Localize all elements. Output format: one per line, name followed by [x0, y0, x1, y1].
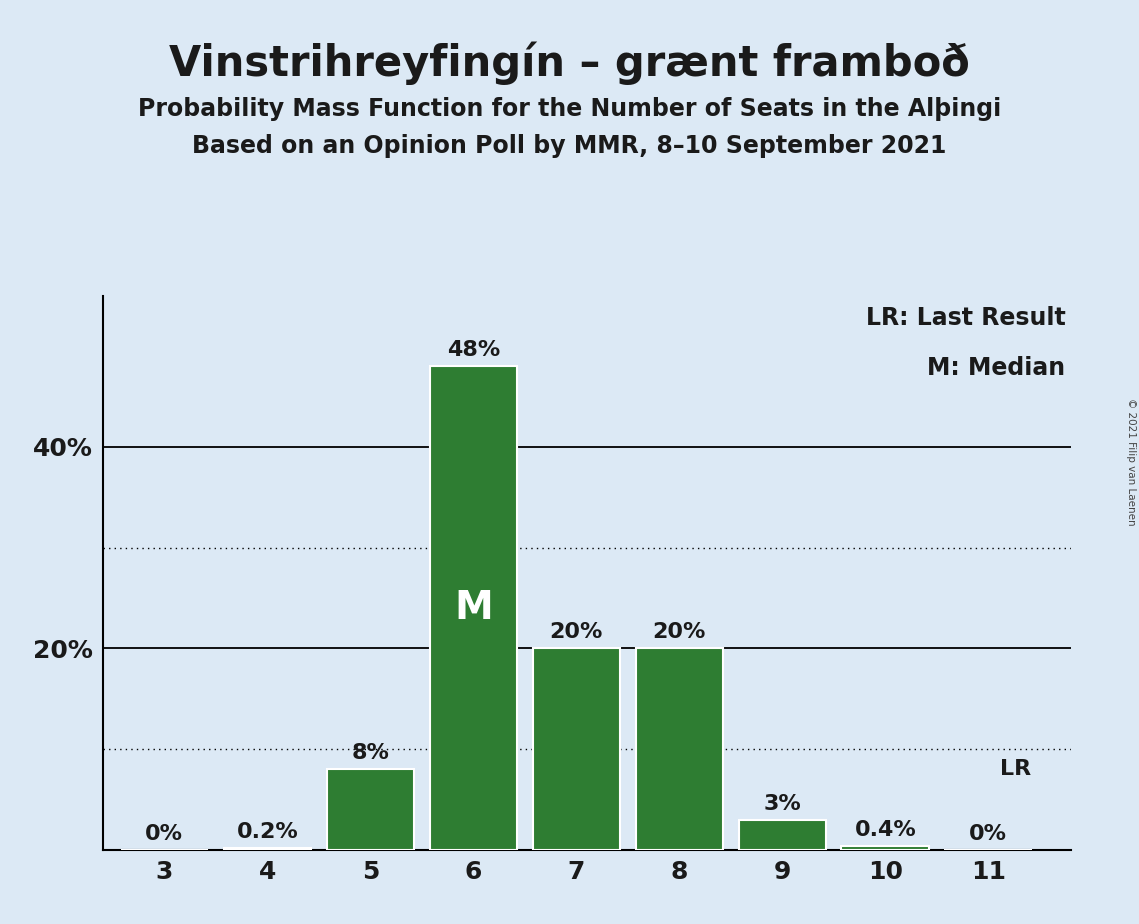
Text: © 2021 Filip van Laenen: © 2021 Filip van Laenen [1126, 398, 1136, 526]
Bar [429, 366, 517, 850]
Text: 20%: 20% [653, 623, 706, 642]
Bar [738, 820, 826, 850]
Bar [533, 649, 620, 850]
Text: 48%: 48% [446, 340, 500, 360]
Text: LR: LR [1000, 760, 1032, 780]
Text: 0%: 0% [146, 824, 183, 844]
Text: M: Median: M: Median [927, 356, 1065, 380]
Text: 20%: 20% [550, 623, 603, 642]
Bar [636, 649, 723, 850]
Text: 0%: 0% [969, 824, 1007, 844]
Text: 3%: 3% [763, 794, 801, 814]
Text: Probability Mass Function for the Number of Seats in the Alþingi: Probability Mass Function for the Number… [138, 97, 1001, 121]
Text: Based on an Opinion Poll by MMR, 8–10 September 2021: Based on an Opinion Poll by MMR, 8–10 Se… [192, 134, 947, 158]
Text: 0.4%: 0.4% [854, 820, 916, 840]
Bar [842, 846, 929, 850]
Text: 0.2%: 0.2% [237, 822, 298, 842]
Text: LR: Last Result: LR: Last Result [866, 306, 1065, 330]
Text: 8%: 8% [351, 744, 390, 763]
Bar [327, 770, 415, 850]
Text: M: M [454, 590, 493, 627]
Text: Vinstrihreyfingín – grænt framboð: Vinstrihreyfingín – grænt framboð [169, 42, 970, 85]
Bar [223, 848, 311, 850]
